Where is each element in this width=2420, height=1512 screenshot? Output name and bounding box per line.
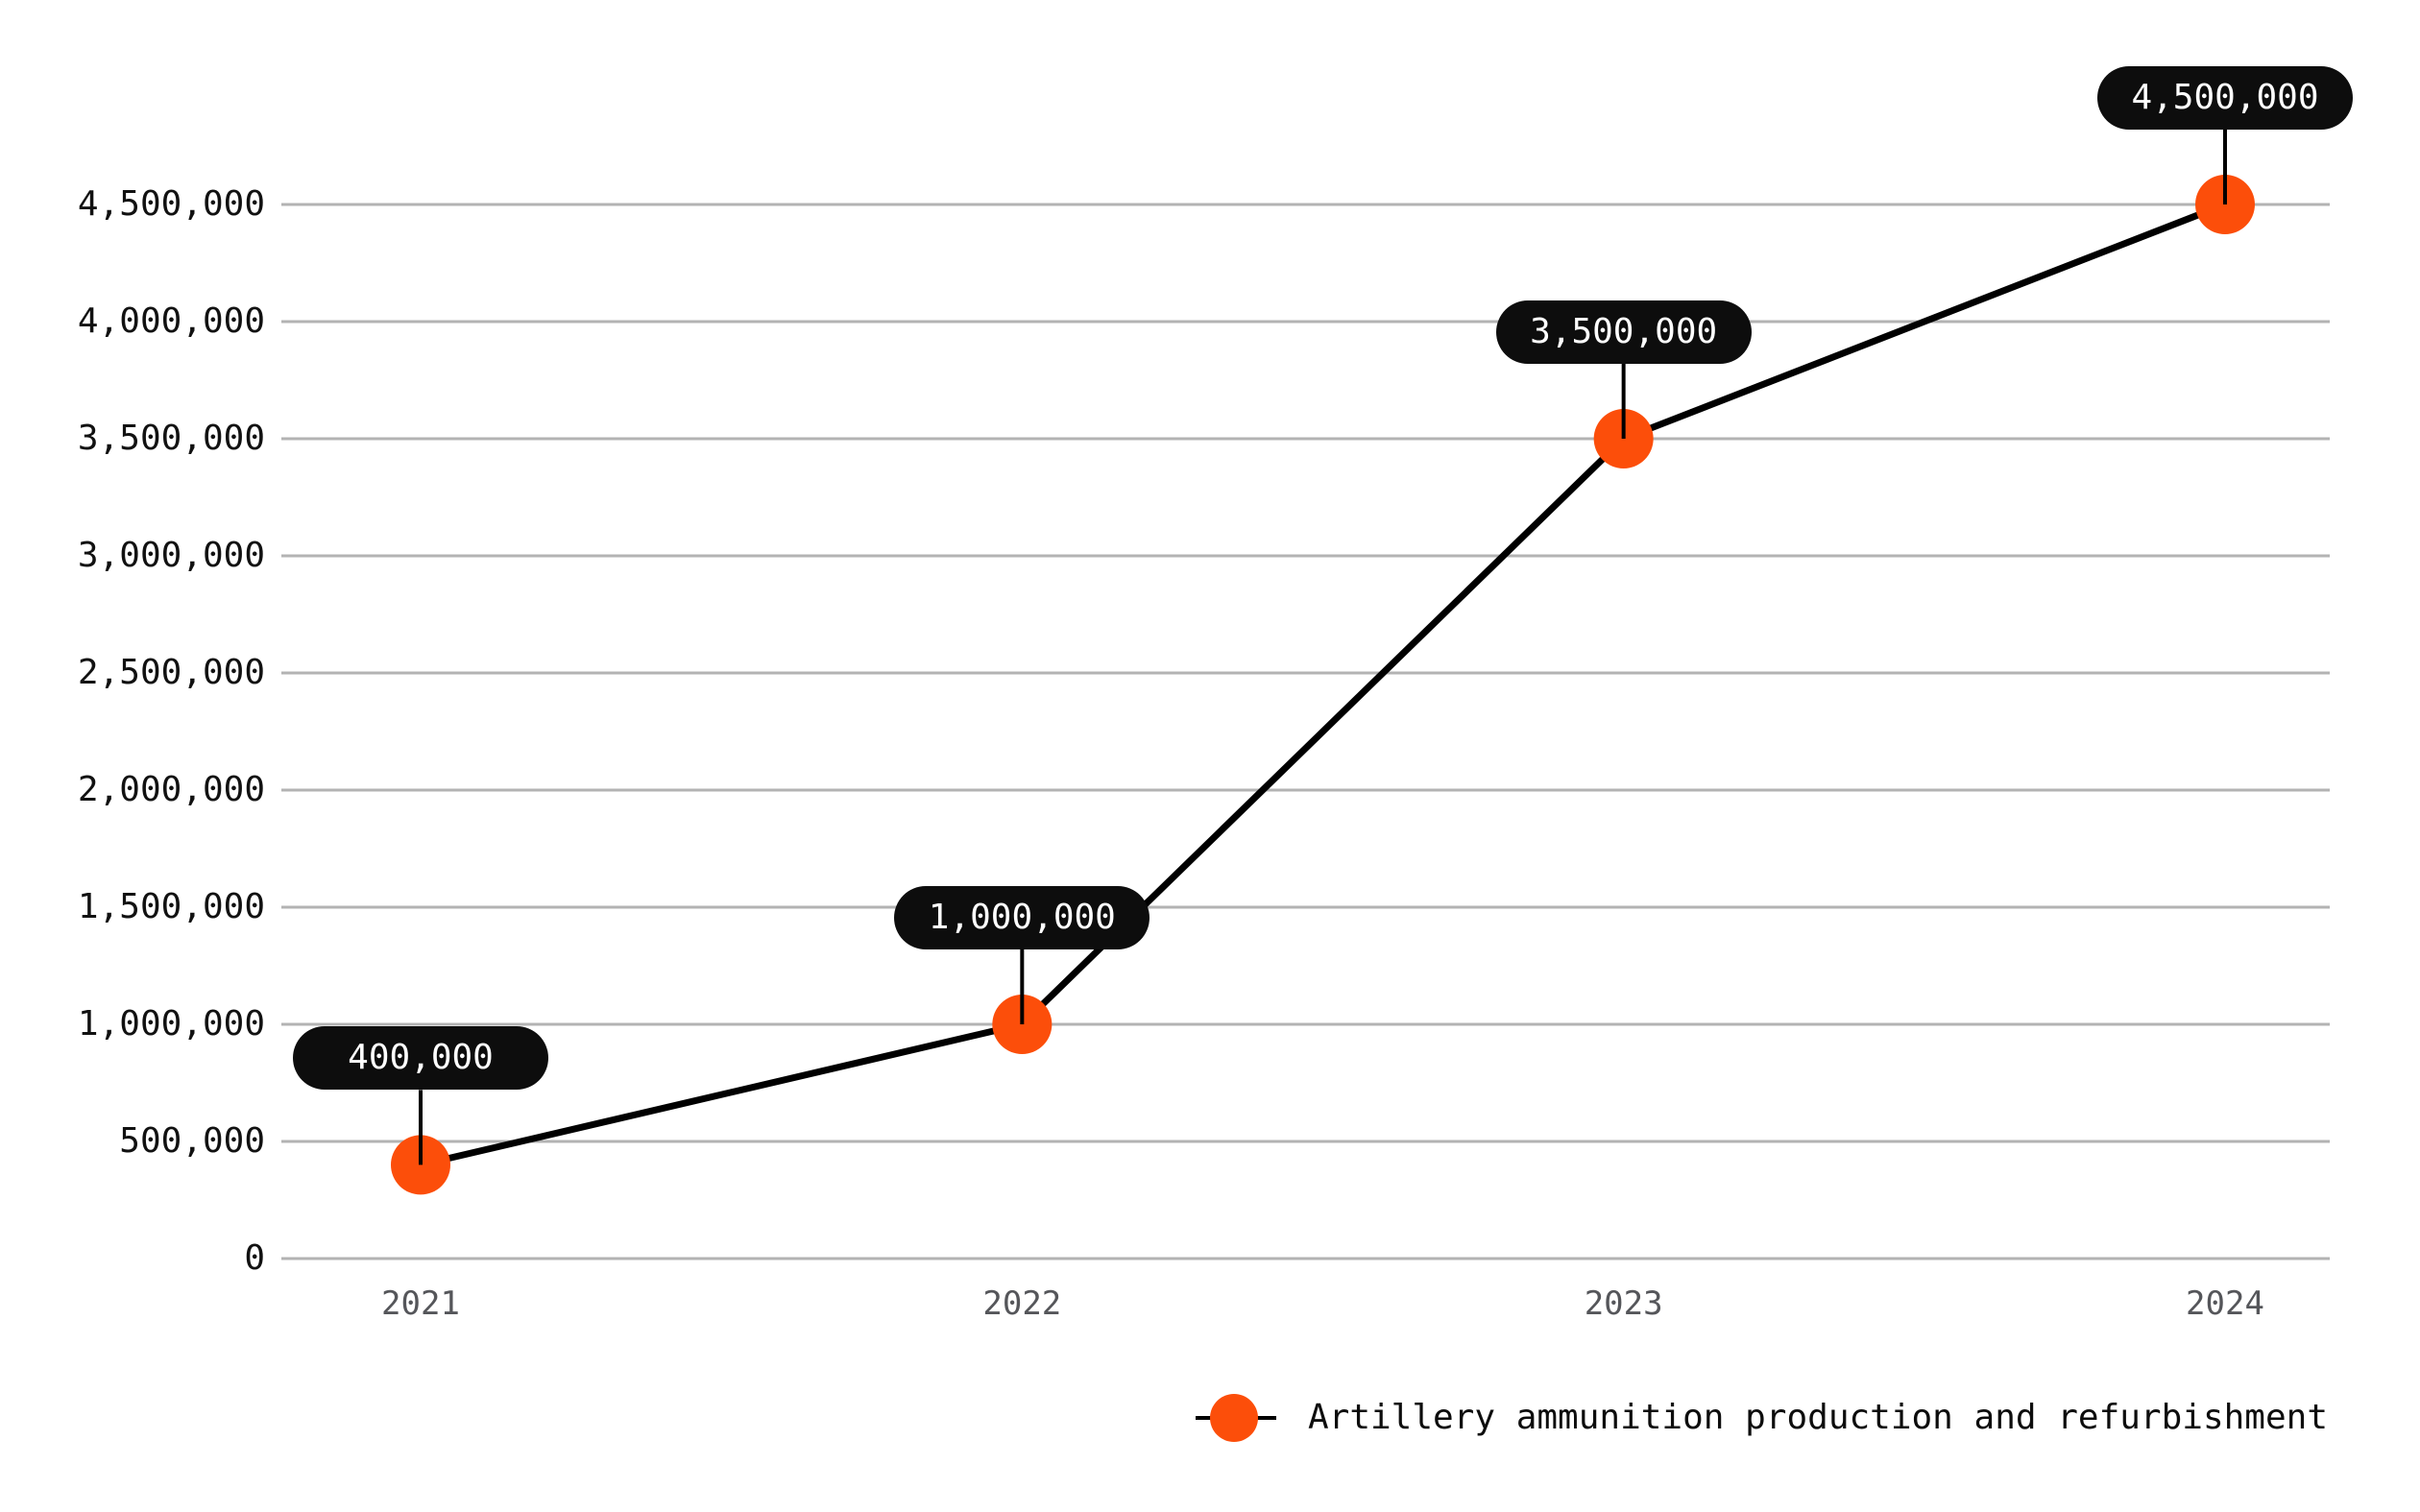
y-tick-label: 1,000,000: [77, 1004, 265, 1044]
x-tick-label: 2022: [982, 1284, 1062, 1323]
x-tick-label: 2023: [1584, 1284, 1663, 1323]
legend-item[interactable]: Artillery ammunition production and refu…: [1195, 1386, 2328, 1450]
y-tick-label: 0: [244, 1238, 265, 1278]
legend-marker-icon: [1195, 1394, 1276, 1442]
y-tick-label: 2,500,000: [77, 653, 265, 692]
y-tick-label: 500,000: [119, 1121, 265, 1161]
data-label-pill: 4,500,000: [2096, 66, 2353, 130]
x-tick-label: 2021: [381, 1284, 460, 1323]
x-tick-label: 2024: [2186, 1284, 2264, 1323]
series-line: [417, 201, 2229, 1168]
y-tick-label: 3,500,000: [77, 419, 265, 458]
legend-series-label: Artillery ammunition production and refu…: [1307, 1398, 2328, 1437]
data-label-pill: 1,000,000: [894, 886, 1150, 949]
y-tick-label: 4,000,000: [77, 301, 265, 341]
data-label-pill: 400,000: [293, 1026, 548, 1091]
legend-dot-icon: [1209, 1394, 1258, 1442]
y-tick-label: 1,500,000: [77, 887, 265, 926]
data-label-pill: 3,500,000: [1495, 300, 1752, 364]
y-tick-label: 3,000,000: [77, 536, 265, 575]
y-tick-label: 4,500,000: [77, 184, 265, 224]
y-tick-label: 2,000,000: [77, 770, 265, 809]
